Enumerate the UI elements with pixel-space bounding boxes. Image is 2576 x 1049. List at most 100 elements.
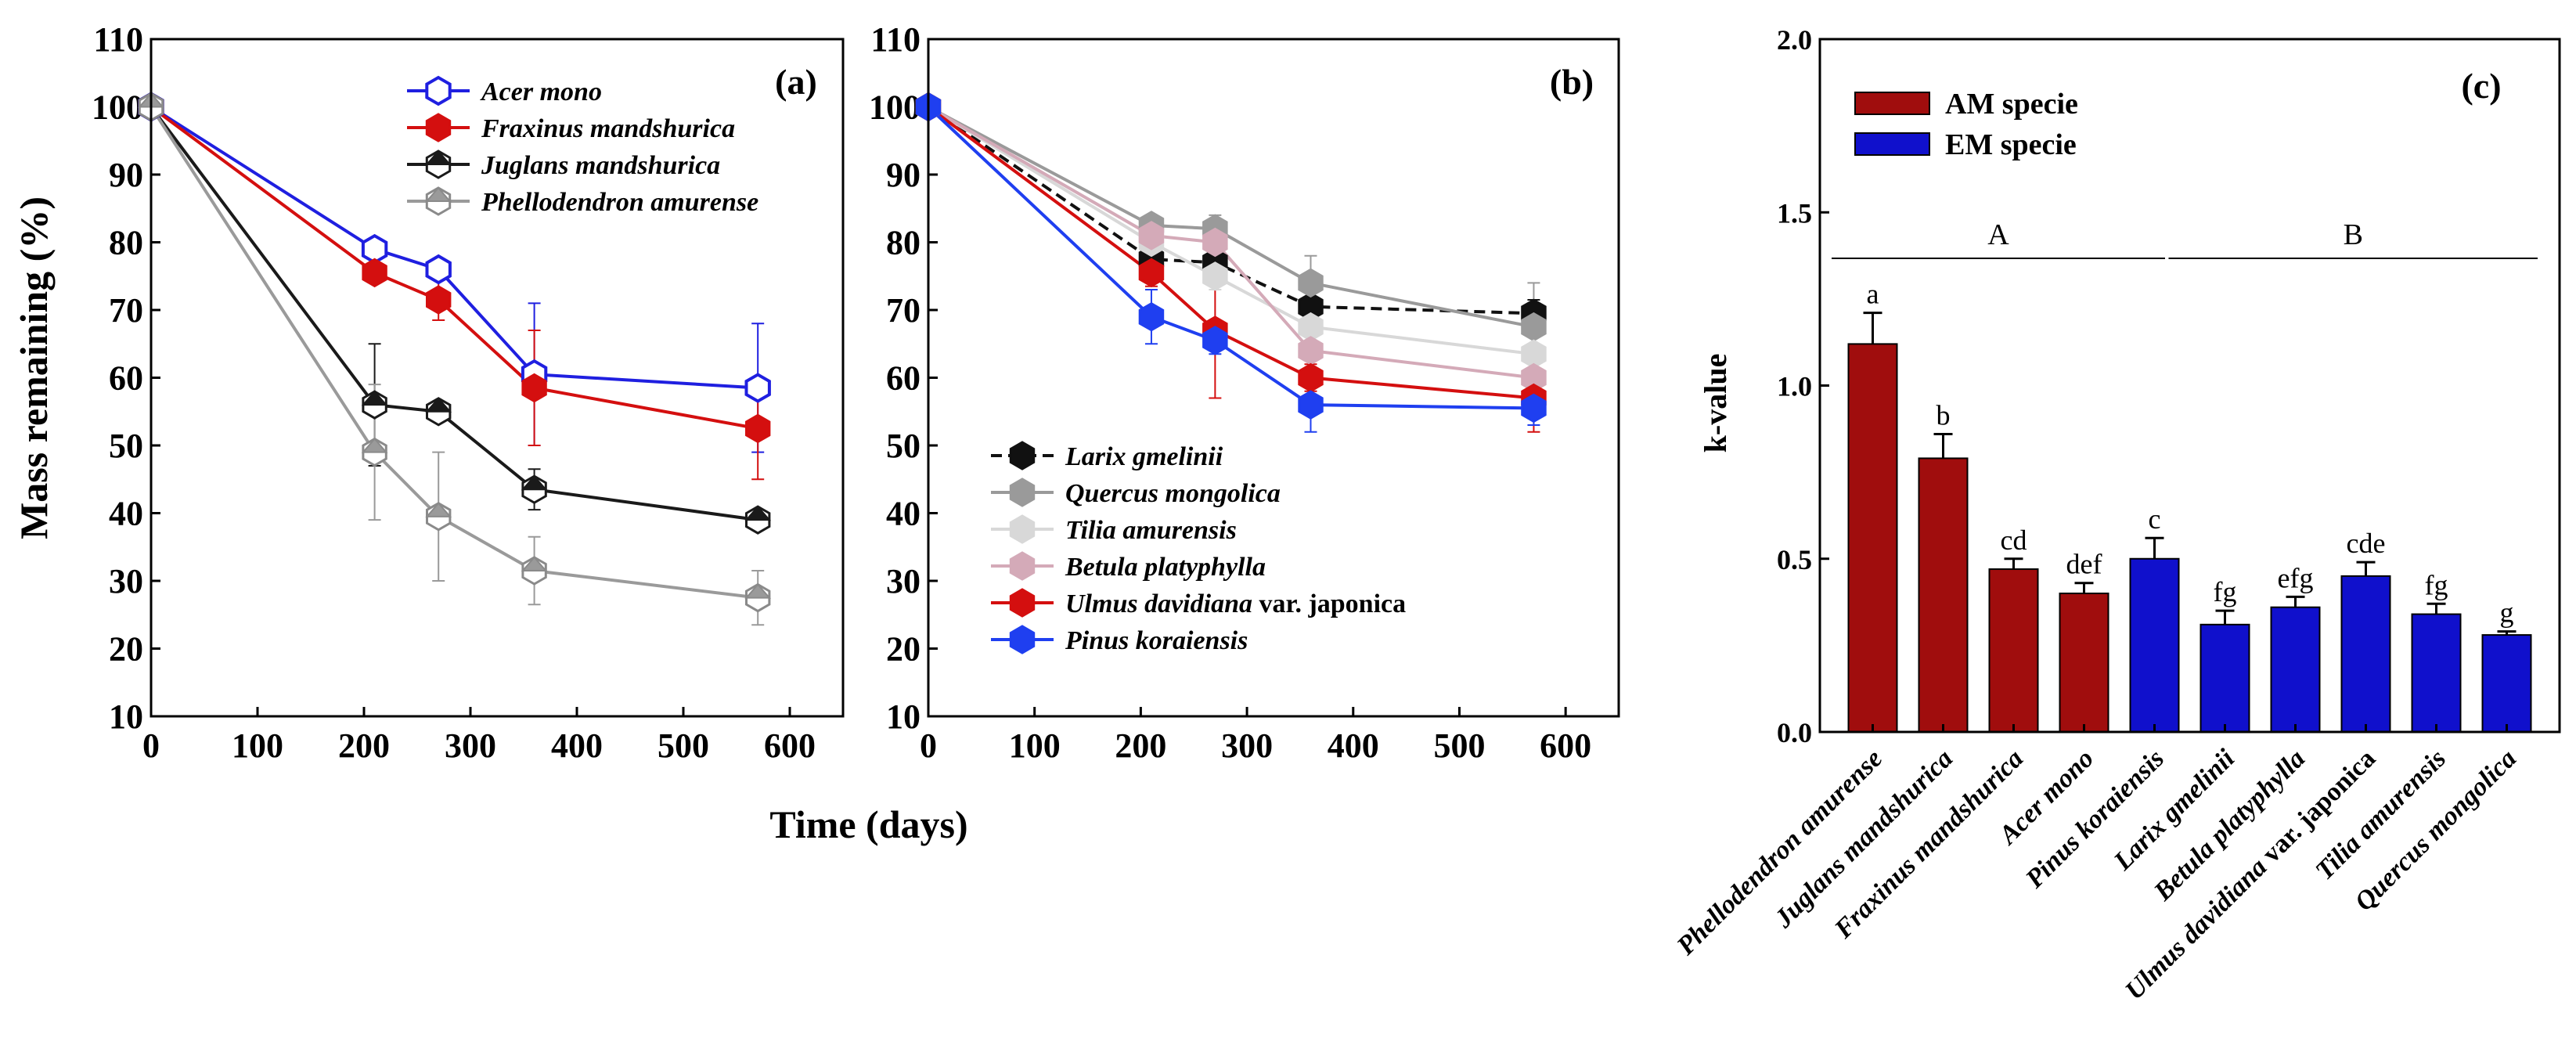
legend-label-quercus-mongolica: Quercus mongolica: [1065, 479, 1281, 508]
legend-marker-pinus-koraiensis-hex: [1009, 625, 1036, 654]
y-tick-label: 60: [109, 359, 143, 398]
bar-larix-gmelinii: [2200, 623, 2250, 734]
y-tick-label: 1.5: [1777, 197, 1812, 229]
y-tick-label: 90: [886, 156, 921, 194]
bar-betula-platyphylla: [2270, 606, 2321, 734]
data-point-pinus-koraiensis-hex: [1521, 393, 1547, 424]
legend-species: Larix gmelinii: [1065, 442, 1223, 471]
significance-letter: cde: [2347, 528, 2386, 559]
series-line-phellodendron-amurense: [150, 106, 758, 600]
legend-marker-betula-platyphylla: [1009, 551, 1036, 581]
legend-species: Quercus mongolica: [1065, 479, 1281, 508]
y-tick-label: 60: [886, 359, 921, 398]
data-point-betula-platyphylla-hex: [1202, 227, 1228, 258]
data-point-tilia-amurensis-hex: [1202, 261, 1228, 291]
data-point-juglans-mandshurica-half: [744, 505, 772, 521]
x-tick-label: 100: [232, 726, 283, 765]
data-point-juglans-mandshurica: [521, 474, 548, 504]
bar-ulmus-davidiana: [2340, 575, 2391, 733]
data-point-phellodendron-amurense: [744, 582, 772, 613]
data-point-quercus-mongolica-hex: [1298, 268, 1324, 298]
data-point-quercus-mongolica-hex: [1521, 312, 1547, 342]
y-tick-label: 100: [92, 88, 143, 127]
data-point-acer-mono: [744, 373, 771, 403]
y-tick-label: 80: [109, 224, 143, 262]
x-tick-label: 0: [920, 726, 937, 765]
legend-species: Juglans mandshurica: [481, 151, 720, 180]
series-line-ulmus-davidiana: [927, 105, 1534, 400]
data-point-ulmus-davidiana-hex: [1138, 258, 1165, 288]
y-tick-label: 40: [886, 495, 921, 533]
legend-label-em-specie: EM specie: [1945, 128, 2077, 161]
series-line-quercus-mongolica: [928, 105, 1534, 329]
legend-marker-phellodendron-amurense: [425, 186, 452, 216]
x-tick-label: 300: [1221, 726, 1273, 765]
y-tick-label: 30: [109, 562, 143, 600]
panel-label: (b): [1550, 62, 1594, 102]
legend-marker-fraxinus-mandshurica: [425, 113, 452, 142]
x-tick-label: 500: [1433, 726, 1485, 765]
y-axis-title: k-value: [1698, 354, 1733, 453]
data-point-phellodendron-amurense-half: [744, 583, 772, 599]
group-label-b: B: [2344, 218, 2363, 251]
significance-letter: fg: [2214, 576, 2237, 607]
legend-species: Acer mono: [480, 78, 602, 106]
category-species: Larix gmelinii: [2108, 744, 2241, 877]
x-tick-label: 100: [1009, 726, 1061, 765]
y-tick-label: 10: [886, 698, 921, 736]
y-tick-label: 70: [886, 291, 921, 330]
bar-acer-mono: [2059, 593, 2109, 733]
data-point-fraxinus-mandshurica-hex: [426, 285, 452, 315]
x-tick-label: 600: [764, 726, 816, 765]
significance-letter: def: [2066, 549, 2102, 580]
panel-label: (c): [2461, 66, 2501, 106]
data-point-betula-platyphylla: [1202, 227, 1228, 258]
data-point-ulmus-davidiana-hex: [1298, 362, 1324, 393]
data-point-fraxinus-mandshurica-hex: [745, 413, 771, 444]
y-tick-label: 40: [109, 495, 143, 533]
significance-letter: c: [2149, 503, 2161, 535]
legend-label-larix-gmelinii: Larix gmelinii: [1065, 442, 1223, 471]
y-tick-label: 70: [109, 291, 143, 330]
legend-swatch-em-specie: [1854, 132, 1930, 156]
legend-marker-ulmus-davidiana-hex: [1009, 588, 1036, 618]
legend-marker-juglans-mandshurica-half: [425, 150, 452, 165]
data-point-fraxinus-mandshurica: [426, 285, 452, 315]
legend-marker-acer-mono-hex: [425, 75, 452, 106]
legend-label-juglans-mandshurica: Juglans mandshurica: [481, 151, 720, 180]
data-point-phellodendron-amurense: [521, 556, 548, 586]
y-tick-label: 1.0: [1777, 371, 1812, 402]
data-point-juglans-mandshurica-half: [521, 474, 548, 491]
y-tick-label: 2.0: [1777, 24, 1812, 56]
y-tick-label: 50: [886, 427, 921, 465]
legend-marker-betula-platyphylla-hex: [1009, 551, 1036, 581]
legend-marker-quercus-mongolica: [1009, 478, 1036, 507]
significance-letter: fg: [2425, 569, 2448, 600]
series-line-larix-gmelinii: [927, 105, 1534, 315]
data-point-fraxinus-mandshurica-hex: [521, 373, 547, 403]
significance-letter: a: [1867, 279, 1879, 310]
legend-marker-acer-mono: [425, 75, 452, 106]
legend-marker-larix-gmelinii-hex: [1009, 441, 1036, 470]
legend-marker-larix-gmelinii: [1009, 441, 1036, 470]
bar-fraxinus-mandshurica: [1988, 568, 2039, 734]
plot-frame: [927, 38, 1620, 718]
data-point-quercus-mongolica: [1298, 268, 1324, 298]
legend-species: Pinus koraiensis: [1065, 626, 1248, 655]
y-tick-label: 50: [109, 427, 143, 465]
significance-letter: cd: [2001, 524, 2027, 556]
legend-marker-juglans-mandshurica: [425, 150, 452, 179]
plot-frame: [1818, 38, 2561, 734]
data-point-juglans-mandshurica: [425, 397, 452, 427]
y-tick-label: 90: [109, 156, 143, 194]
legend-marker-fraxinus-mandshurica-hex: [425, 113, 452, 142]
legend-marker-tilia-amurensis: [1009, 514, 1036, 544]
bar-tilia-amurensis: [2411, 613, 2462, 733]
data-point-pinus-koraiensis: [1202, 326, 1228, 355]
data-point-fraxinus-mandshurica: [745, 413, 771, 444]
data-point-pinus-koraiensis-hex: [1138, 301, 1165, 332]
legend-marker-pinus-koraiensis: [1009, 625, 1036, 654]
legend-label-tilia-amurensis: Tilia amurensis: [1065, 516, 1237, 545]
data-point-phellodendron-amurense-half: [425, 502, 452, 517]
